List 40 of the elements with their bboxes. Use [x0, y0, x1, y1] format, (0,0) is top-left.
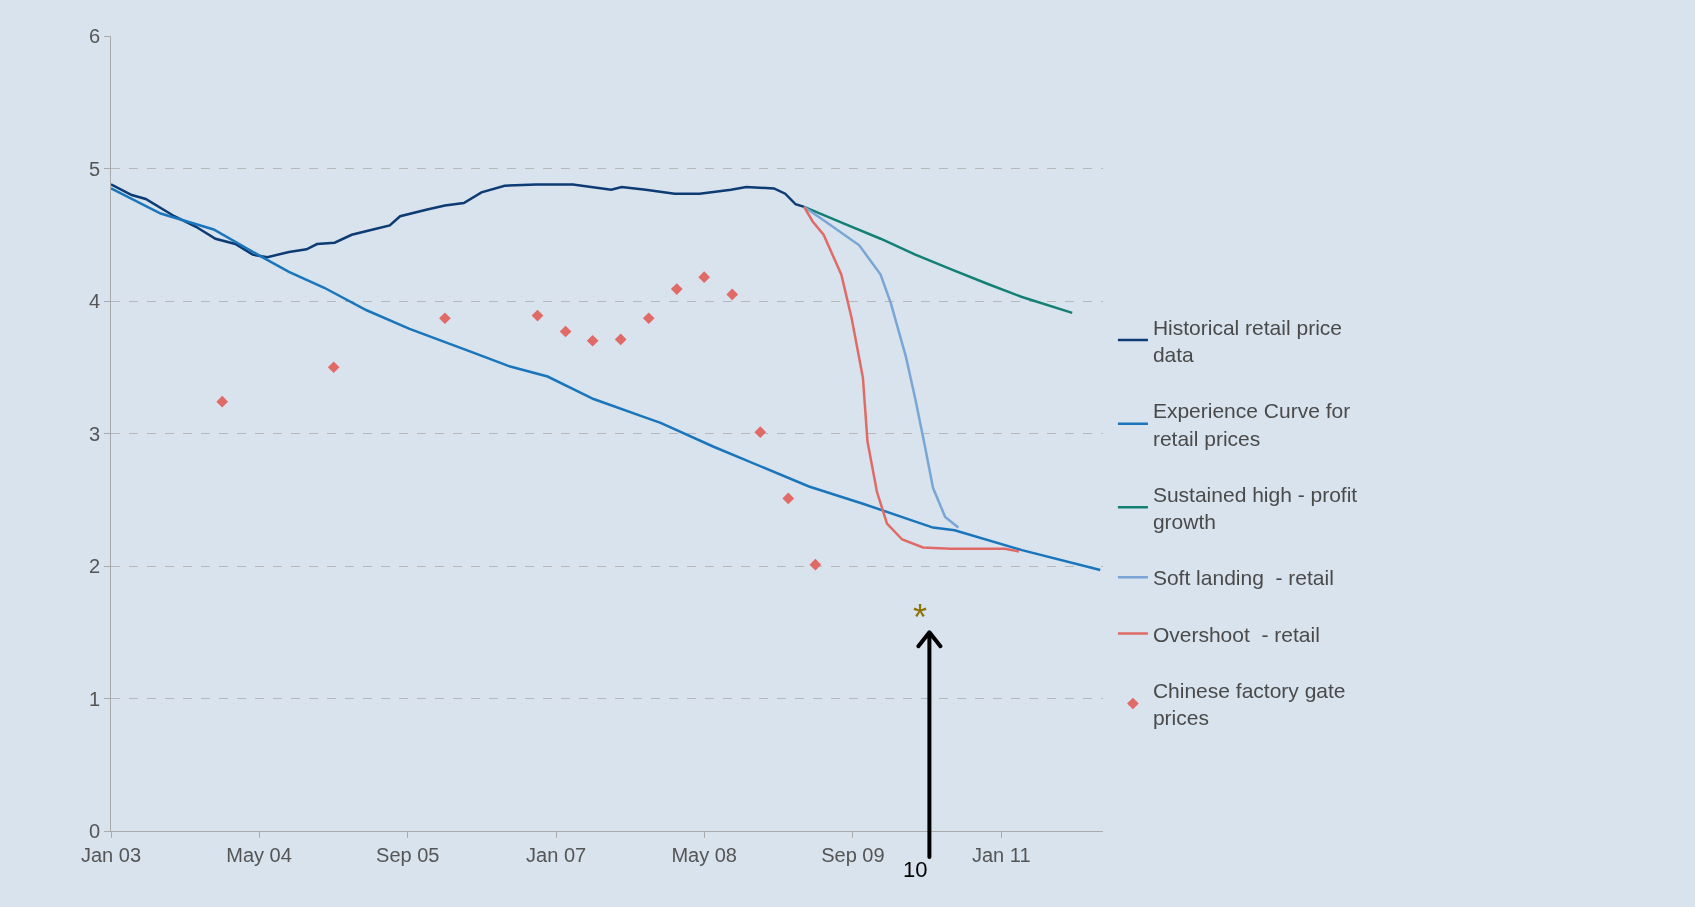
point — [216, 395, 229, 408]
x-tick-label: Jan 03 — [80, 844, 142, 866]
point — [782, 492, 795, 505]
point — [698, 271, 711, 283]
text: 10 — [903, 857, 928, 882]
legend-label: Overshoot - retail — [1152, 622, 1320, 646]
legend-label: Historical retail price data — [1152, 315, 1342, 366]
y-tick-label: 1 — [88, 687, 100, 710]
y-tick-label: 4 — [88, 290, 100, 312]
point — [670, 283, 683, 295]
point — [809, 558, 822, 571]
line-series — [802, 205, 960, 529]
x-tick-label: Sep 05 — [376, 844, 440, 866]
y-tick-label: 6 — [88, 25, 100, 47]
x-tick-label: Jan 11 — [971, 844, 1031, 866]
y-tick-label: 2 — [88, 555, 100, 577]
point — [754, 426, 767, 439]
y-tick-label: 3 — [88, 422, 100, 445]
point — [559, 325, 572, 338]
x-tick-label: May 04 — [226, 844, 292, 866]
point — [726, 288, 739, 301]
line-series — [111, 187, 1102, 572]
annotation: * — [913, 597, 928, 638]
legend-label: Experience Curve for retail prices — [1152, 399, 1351, 450]
line-series — [111, 183, 806, 259]
x-tick-label: Sep 09 — [821, 844, 885, 866]
y-tick-label: 0 — [88, 820, 100, 842]
point — [531, 309, 544, 322]
x-tick-label: May 08 — [671, 844, 737, 866]
point — [586, 334, 599, 347]
y-tick-label: 5 — [88, 157, 100, 180]
legend-label: Chinese factory gate prices — [1152, 679, 1346, 730]
line-series — [802, 205, 1021, 553]
point — [614, 333, 627, 346]
point — [439, 312, 451, 325]
point — [642, 312, 655, 325]
point — [327, 361, 340, 374]
legend-label: Sustained high - profit growth — [1152, 482, 1358, 534]
x-tick-label: Jan 07 — [526, 844, 587, 866]
legend-label: Soft landing - retail — [1152, 566, 1334, 590]
